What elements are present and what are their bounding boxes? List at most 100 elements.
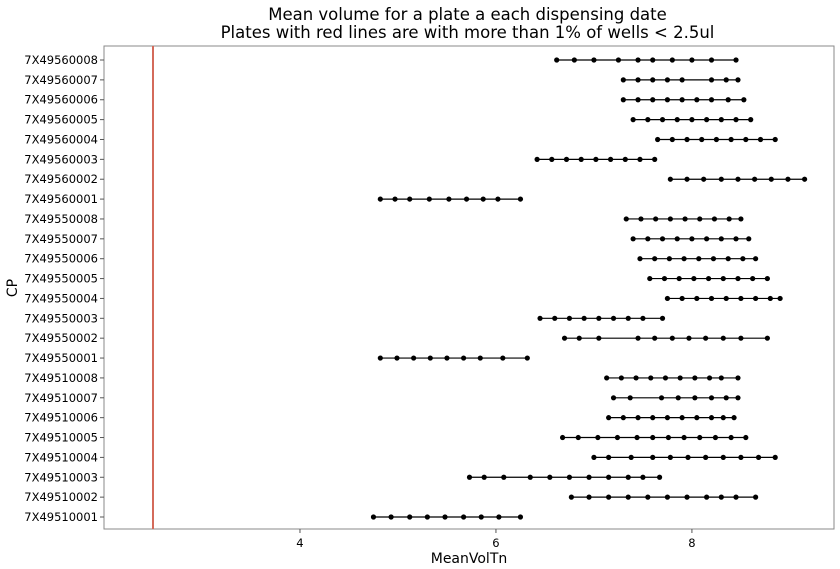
data-point	[637, 256, 643, 262]
data-point	[606, 494, 612, 500]
data-point	[733, 117, 739, 123]
data-point	[645, 494, 651, 500]
data-point	[394, 355, 400, 361]
data-point	[725, 97, 731, 103]
data-point	[712, 434, 719, 441]
data-point	[655, 136, 661, 143]
data-point	[664, 295, 671, 302]
data-point	[764, 275, 770, 282]
data-point	[501, 474, 507, 480]
data-point	[679, 295, 685, 302]
data-point	[735, 275, 741, 282]
x-tick-label: 4	[296, 536, 303, 550]
data-point	[635, 77, 641, 83]
data-point	[620, 77, 626, 83]
data-point	[637, 156, 643, 162]
data-point	[614, 434, 621, 441]
data-point	[728, 136, 734, 143]
data-point	[664, 97, 671, 103]
data-point	[735, 375, 741, 381]
data-point	[650, 77, 656, 83]
data-point	[625, 474, 631, 480]
data-point	[554, 57, 560, 63]
plate-row: 7X49550001	[24, 351, 530, 365]
data-point	[653, 216, 659, 222]
data-point	[606, 454, 612, 460]
data-point	[704, 494, 710, 500]
data-point	[703, 454, 709, 460]
data-point	[630, 117, 636, 123]
data-point	[575, 434, 581, 441]
data-point	[767, 295, 773, 302]
data-point	[697, 216, 703, 222]
y-tick-label: 7X49550005	[24, 272, 98, 286]
data-point	[753, 256, 759, 262]
data-point	[708, 77, 715, 83]
data-point	[664, 494, 671, 500]
plate-row: 7X49510007	[24, 391, 741, 405]
data-point	[675, 395, 681, 401]
y-tick-label: 7X49550007	[24, 232, 98, 246]
data-point	[679, 77, 685, 83]
data-point	[665, 434, 672, 441]
data-point	[741, 97, 747, 103]
data-point	[662, 375, 669, 381]
x-axis-label: MeanVolTn	[431, 551, 508, 567]
x-axis-ticks: 4 6 8	[296, 529, 696, 550]
data-point	[634, 434, 640, 441]
data-point	[689, 236, 695, 242]
data-point	[802, 176, 808, 182]
data-point	[713, 136, 720, 143]
data-point	[596, 315, 602, 321]
data-point	[407, 514, 413, 520]
data-point	[694, 97, 700, 103]
data-point	[461, 355, 467, 361]
plate-row: 7X49550008	[24, 212, 744, 226]
data-point	[650, 97, 656, 103]
y-tick-label: 7X49560003	[24, 152, 98, 166]
data-point	[638, 216, 644, 222]
data-point	[517, 196, 524, 202]
data-point	[720, 275, 726, 282]
data-point	[685, 454, 691, 460]
data-point	[625, 315, 631, 321]
data-point	[708, 295, 715, 302]
data-point	[674, 117, 680, 123]
data-point	[461, 514, 467, 520]
data-point	[735, 176, 741, 182]
data-point	[711, 216, 718, 222]
y-tick-label: 7X49550008	[24, 212, 98, 226]
data-point	[563, 156, 570, 162]
data-point	[407, 196, 413, 202]
data-point	[753, 494, 759, 500]
data-point	[743, 136, 749, 143]
data-point	[463, 196, 470, 202]
plate-row: 7X49560003	[24, 152, 658, 166]
data-point	[586, 474, 592, 480]
data-point	[704, 117, 710, 123]
data-point	[738, 295, 744, 302]
data-point	[718, 494, 724, 500]
data-point	[720, 415, 726, 421]
data-point	[604, 375, 610, 381]
data-point	[607, 156, 614, 162]
plot-panel	[103, 45, 835, 530]
data-point	[478, 514, 484, 520]
data-point	[748, 117, 754, 123]
data-point	[568, 494, 574, 500]
data-point	[627, 395, 633, 401]
data-point	[650, 57, 656, 63]
data-point	[720, 335, 726, 341]
chart-title-line-2: Plates with red lines are with more than…	[220, 23, 715, 42]
chart-title-line-1: Mean volume for a plate a each dispensin…	[268, 5, 667, 24]
data-point	[650, 415, 656, 421]
plate-row: 7X49560002	[24, 172, 808, 186]
y-tick-label: 7X49550003	[24, 311, 98, 325]
data-point	[652, 335, 658, 341]
data-point	[667, 454, 673, 460]
data-point	[370, 514, 377, 520]
data-point	[552, 315, 558, 321]
data-point	[669, 335, 675, 341]
data-point	[677, 375, 683, 381]
